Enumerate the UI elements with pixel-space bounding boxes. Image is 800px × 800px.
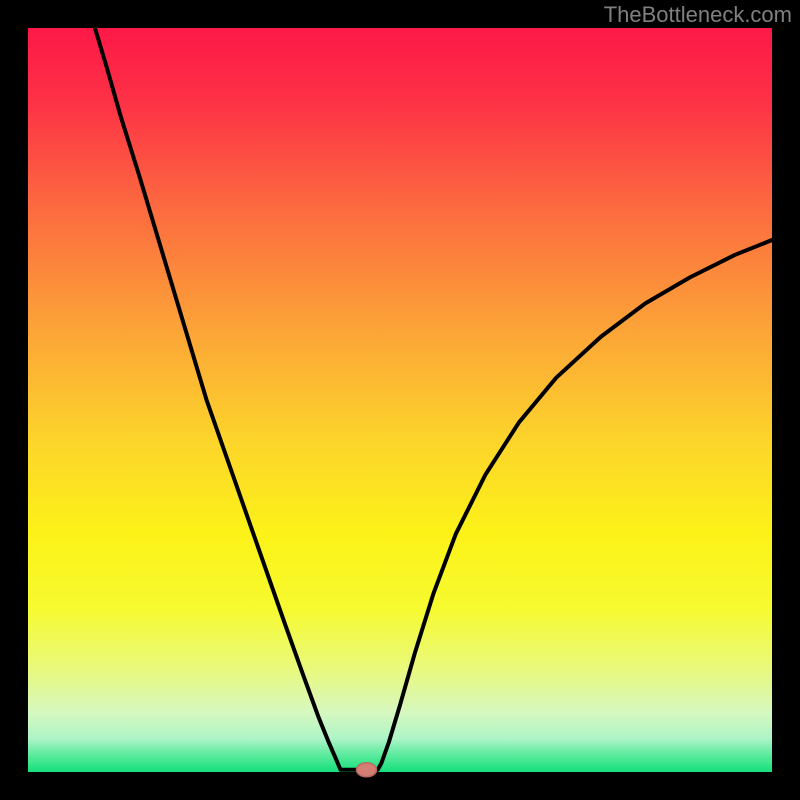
optimum-marker — [357, 763, 377, 777]
bottleneck-chart: TheBottleneck.com — [0, 0, 800, 800]
watermark-text: TheBottleneck.com — [604, 2, 792, 27]
plot-area — [28, 28, 772, 772]
